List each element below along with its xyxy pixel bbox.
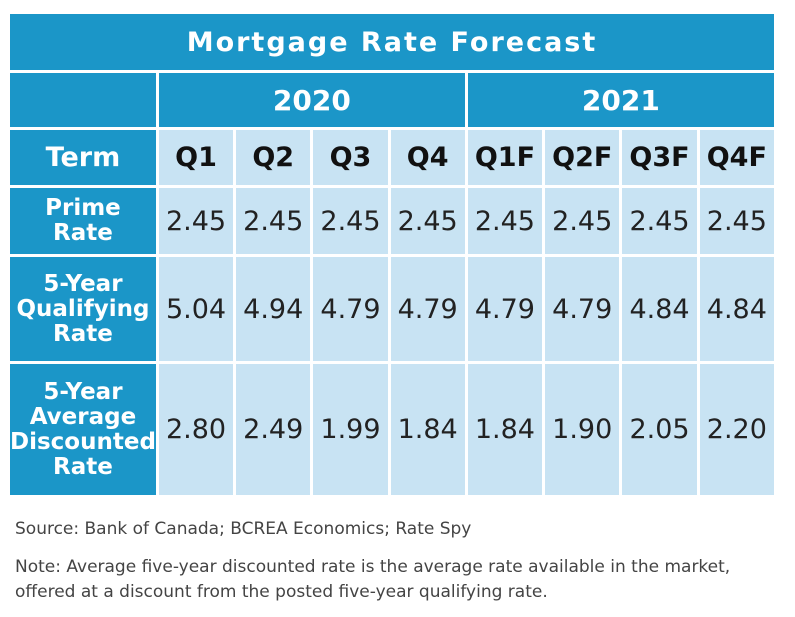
rate-cell: 2.20 xyxy=(699,364,774,495)
rate-cell: 1.84 xyxy=(390,364,465,495)
rate-cell: 2.05 xyxy=(622,364,697,495)
row-label-line: Average xyxy=(29,403,137,430)
rate-cell: 4.79 xyxy=(545,257,620,361)
rate-cell: 2.45 xyxy=(390,188,465,254)
row-label-line: Qualifying xyxy=(16,295,150,322)
rate-cell: 4.94 xyxy=(236,257,311,361)
row-label-line: Rate xyxy=(53,320,113,347)
note-text: Note: Average five-year discounted rate … xyxy=(15,557,731,602)
rate-cell: 4.79 xyxy=(313,257,388,361)
quarter-header: Q3F xyxy=(622,130,697,185)
quarter-header: Q2F xyxy=(545,130,620,185)
year-spacer xyxy=(10,73,156,127)
rate-cell: 2.45 xyxy=(236,188,311,254)
rate-cell: 2.49 xyxy=(236,364,311,495)
rate-cell: 1.84 xyxy=(467,364,543,495)
row-label-qualifying-rate: 5-Year Qualifying Rate xyxy=(10,257,156,361)
row-label-line: Rate xyxy=(53,220,113,246)
table-row-prime-rate: Prime Rate 2.45 2.45 2.45 2.45 2.45 2.45… xyxy=(10,188,774,254)
row-label-discounted-rate: 5-Year Average Discounted Rate xyxy=(10,364,156,495)
row-label-line: Rate xyxy=(53,453,113,480)
rate-cell: 2.45 xyxy=(622,188,697,254)
table-title: Mortgage Rate Forecast xyxy=(10,14,774,70)
rate-cell: 4.79 xyxy=(390,257,465,361)
table-row-discounted-rate: 5-Year Average Discounted Rate 2.80 2.49… xyxy=(10,364,774,495)
rate-cell: 2.45 xyxy=(158,188,234,254)
quarter-header: Q4F xyxy=(699,130,774,185)
year-2021-header: 2021 xyxy=(467,73,774,127)
rate-cell: 4.79 xyxy=(467,257,543,361)
rate-cell: 1.99 xyxy=(313,364,388,495)
quarter-header: Q1F xyxy=(467,130,543,185)
quarter-header: Q4 xyxy=(390,130,465,185)
quarter-header: Q3 xyxy=(313,130,388,185)
row-label-prime-rate: Prime Rate xyxy=(10,188,156,254)
rate-cell: 2.45 xyxy=(313,188,388,254)
rate-cell: 4.84 xyxy=(622,257,697,361)
row-label-line: 5-Year xyxy=(43,378,123,405)
quarter-header: Q1 xyxy=(158,130,234,185)
mortgage-rate-table-container: Mortgage Rate Forecast 2020 2021 Term Q1… xyxy=(7,11,780,498)
row-label-line: Discounted xyxy=(10,428,156,455)
rate-cell: 5.04 xyxy=(158,257,234,361)
source-text: Source: Bank of Canada; BCREA Economics;… xyxy=(15,519,472,539)
row-label-line: 5-Year xyxy=(43,270,123,297)
rate-cell: 2.45 xyxy=(545,188,620,254)
term-header: Term xyxy=(10,130,156,185)
rate-cell: 2.80 xyxy=(158,364,234,495)
row-label-line: Prime xyxy=(45,195,121,221)
quarter-header: Q2 xyxy=(236,130,311,185)
mortgage-rate-table: Mortgage Rate Forecast 2020 2021 Term Q1… xyxy=(7,11,777,498)
table-row-qualifying-rate: 5-Year Qualifying Rate 5.04 4.94 4.79 4.… xyxy=(10,257,774,361)
rate-cell: 2.45 xyxy=(467,188,543,254)
rate-cell: 4.84 xyxy=(699,257,774,361)
rate-cell: 2.45 xyxy=(699,188,774,254)
year-2020-header: 2020 xyxy=(158,73,465,127)
rate-cell: 1.90 xyxy=(545,364,620,495)
